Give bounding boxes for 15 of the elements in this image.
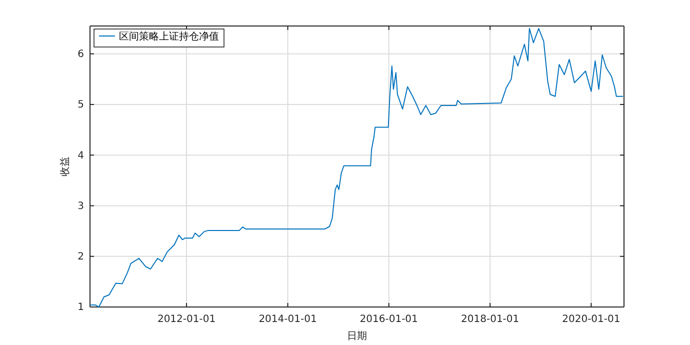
x-tick-label: 2012-01-01 [157,314,216,325]
x-tick-label: 2020-01-01 [562,314,620,325]
y-tick-label: 5 [78,100,84,111]
x-tick-label: 2014-01-01 [258,314,317,325]
x-axis-title: 日期 [347,330,367,342]
y-tick-label: 4 [78,150,84,162]
y-tick-label: 2 [78,252,84,263]
y-tick-label: 3 [78,200,84,212]
y-axis-title: 收益 [59,156,71,176]
x-tick-label: 2016-01-01 [360,314,418,325]
legend-label: 区间策略上证持仓净值 [119,30,219,42]
y-tick-label: 6 [78,49,84,60]
line-series [90,28,624,308]
y-tick-label: 1 [78,302,84,314]
x-tick-label: 2018-01-01 [461,314,520,325]
